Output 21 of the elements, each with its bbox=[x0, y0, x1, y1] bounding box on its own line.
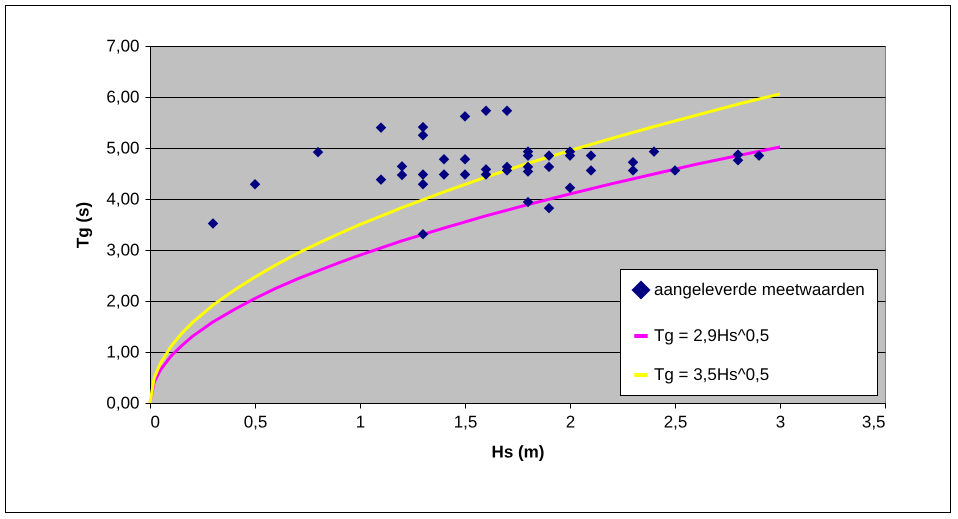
x-axis-title: Hs (m) bbox=[492, 442, 544, 462]
x-tick-label: 0,5 bbox=[244, 412, 268, 432]
x-tick-label: 2,5 bbox=[664, 412, 688, 432]
legend-label: aangeleverde meetwaarden bbox=[654, 280, 865, 299]
x-tick-label: 3 bbox=[776, 412, 786, 432]
y-tick-label: 1,00 bbox=[106, 342, 140, 362]
y-tick-label: 2,00 bbox=[106, 292, 140, 310]
x-tick-label: 3,5 bbox=[862, 412, 886, 432]
y-tick-label: 7,00 bbox=[106, 36, 140, 56]
y-axis-title: Tg (s) bbox=[73, 202, 92, 248]
x-tick-label: 0 bbox=[150, 412, 160, 432]
legend-label: Tg = 2,9Hs^0,5 bbox=[654, 326, 770, 345]
x-tick-label: 1 bbox=[356, 412, 366, 432]
y-tick-label: 6,00 bbox=[106, 88, 140, 106]
x-tick-label: 1,5 bbox=[454, 412, 478, 432]
x-tick-label: 2 bbox=[566, 412, 576, 432]
legend-label: Tg = 3,5Hs^0,5 bbox=[654, 365, 770, 384]
y-tick-label: 0,00 bbox=[106, 394, 140, 412]
y-tick-label: 4,00 bbox=[106, 190, 140, 208]
y-tick-label: 5,00 bbox=[106, 138, 140, 158]
y-tick-label: 3,00 bbox=[106, 240, 140, 260]
